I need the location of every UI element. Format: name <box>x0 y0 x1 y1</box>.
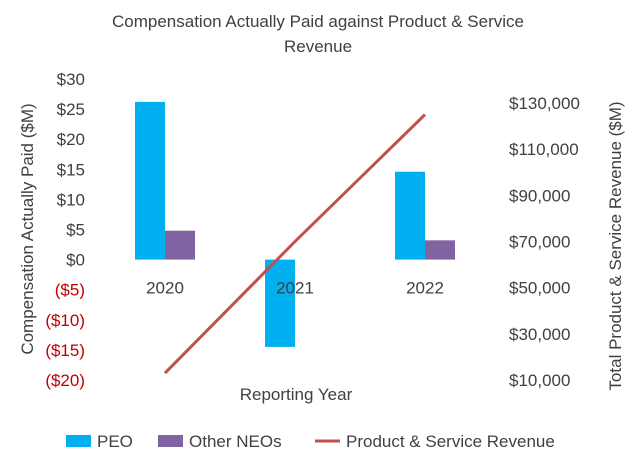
bar-peo-2020 <box>135 101 165 260</box>
y-axis-title: Compensation Actually Paid ($M) <box>18 103 37 354</box>
chart-title-line: Revenue <box>284 37 352 56</box>
category-label: 2020 <box>146 279 184 298</box>
bar-peo-2022 <box>395 171 425 260</box>
left-tick-label: $10 <box>57 190 85 209</box>
left-tick-label: ($10) <box>45 311 85 330</box>
bar-peo-2021 <box>265 259 295 347</box>
legend-swatch-other-neos <box>158 435 183 447</box>
bar-other-neos-2020 <box>165 230 195 260</box>
bar-other-neos-2022 <box>425 240 455 260</box>
right-tick-label: $130,000 <box>509 94 580 113</box>
legend-label-other-neos: Other NEOs <box>189 432 282 451</box>
category-label: 2022 <box>406 279 444 298</box>
right-tick-label: $70,000 <box>509 233 570 252</box>
chart-title-line: Compensation Actually Paid against Produ… <box>112 12 524 31</box>
legend-swatch-peo <box>66 435 91 447</box>
right-tick-label: $90,000 <box>509 186 570 205</box>
right-tick-label: $30,000 <box>509 325 570 344</box>
legend-label-product-service-revenue: Product & Service Revenue <box>346 432 555 451</box>
y2-axis-title: Total Product & Service Revenue ($M) <box>606 101 625 390</box>
left-tick-label: ($20) <box>45 371 85 390</box>
revenue-line-layer <box>163 113 427 375</box>
left-tick-label: $25 <box>57 100 85 119</box>
left-tick-label: $20 <box>57 130 85 149</box>
left-tick-label: $5 <box>66 221 85 240</box>
left-tick-label: $30 <box>57 70 85 89</box>
category-label: 2021 <box>276 279 314 298</box>
x-axis-title: Reporting Year <box>240 385 353 404</box>
legend-label-peo: PEO <box>97 432 133 451</box>
right-axis-ticks: $130,000 $110,000 $90,000 $70,000 $50,000 $30… <box>509 94 580 390</box>
right-tick-label: $50,000 <box>509 279 570 298</box>
legend: PEO Other NEOs Product & Service Revenue <box>66 432 555 451</box>
left-tick-label: ($15) <box>45 341 85 360</box>
chart-title: Compensation Actually Paid against Produ… <box>112 12 524 56</box>
right-tick-label: $10,000 <box>509 371 570 390</box>
left-tick-label: ($5) <box>55 281 85 300</box>
left-tick-label: $15 <box>57 160 85 179</box>
revenue-line <box>163 113 427 375</box>
left-tick-label: $0 <box>66 251 85 270</box>
bar-marks <box>135 101 455 347</box>
category-labels: 2020 2021 2022 <box>146 279 444 298</box>
left-axis-ticks: $30 $25 $20 $15 $10 $5 $0 ($5) ($10) ($15) ($20) <box>45 70 85 390</box>
right-tick-label: $110,000 <box>509 140 579 159</box>
